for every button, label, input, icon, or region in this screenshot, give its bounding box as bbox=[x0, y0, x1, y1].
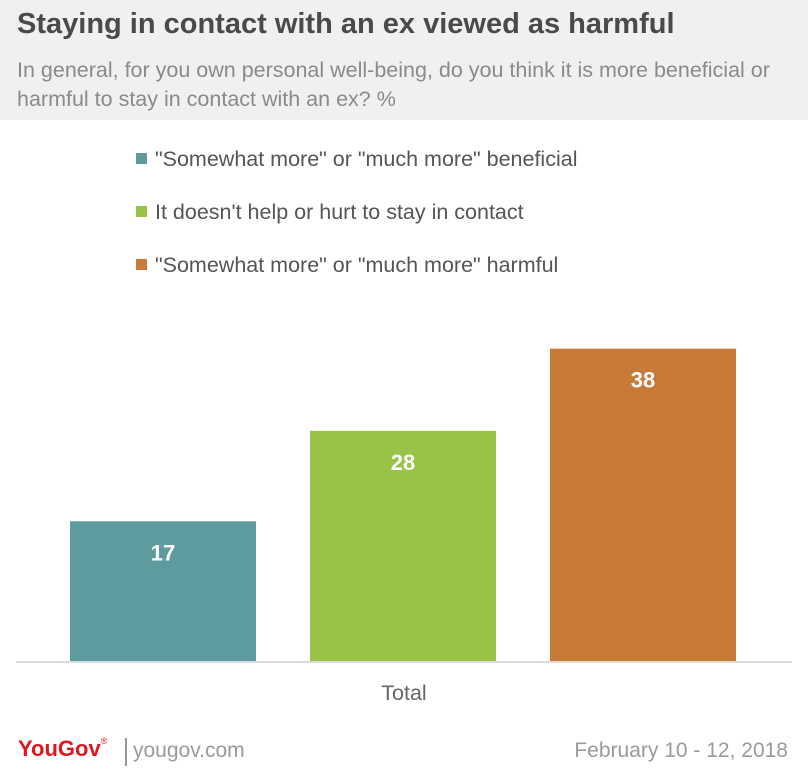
chart-title: Staying in contact with an ex viewed as … bbox=[17, 8, 675, 40]
bar-harmful bbox=[550, 348, 736, 661]
yougov-logo: YouGov® bbox=[18, 736, 107, 762]
data-label-neutral: 28 bbox=[391, 450, 415, 475]
legend-item-beneficial: "Somewhat more" or "much more" beneficia… bbox=[136, 144, 577, 174]
footer-date: February 10 - 12, 2018 bbox=[574, 739, 788, 762]
bar-beneficial bbox=[70, 521, 256, 661]
legend-item-harmful: "Somewhat more" or "much more" harmful bbox=[136, 250, 558, 280]
data-label-beneficial: 17 bbox=[151, 540, 175, 565]
data-label-harmful: 38 bbox=[631, 368, 655, 393]
legend-label-harmful: "Somewhat more" or "much more" harmful bbox=[155, 253, 559, 277]
bar-group: 17 28 38 bbox=[70, 348, 736, 661]
bar-neutral bbox=[310, 430, 496, 661]
legend-swatch-beneficial bbox=[136, 152, 147, 164]
trademark-icon: ® bbox=[100, 736, 108, 746]
category-label-total: Total bbox=[381, 681, 426, 705]
chart-subtitle: In general, for you own personal well-be… bbox=[17, 58, 770, 111]
footer-site[interactable]: yougov.com bbox=[133, 739, 245, 762]
legend-swatch-harmful bbox=[136, 258, 147, 270]
legend-label-beneficial: "Somewhat more" or "much more" beneficia… bbox=[155, 147, 578, 171]
header-band: Staying in contact with an ex viewed as … bbox=[0, 0, 808, 120]
brand-name: YouGov bbox=[18, 736, 101, 761]
footer-divider bbox=[125, 738, 127, 766]
bar-chart: 17 28 38 Total bbox=[16, 348, 792, 705]
legend-label-neutral: It doesn't help or hurt to stay in conta… bbox=[155, 200, 524, 224]
legend-swatch-neutral bbox=[136, 205, 147, 217]
legend-item-neutral: It doesn't help or hurt to stay in conta… bbox=[136, 197, 524, 227]
